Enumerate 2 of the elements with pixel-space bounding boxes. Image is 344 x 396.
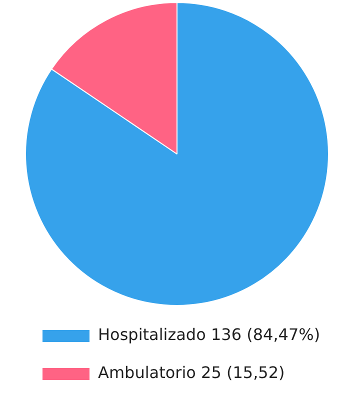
legend-label: Ambulatorio 25 (15,52) — [98, 363, 285, 382]
legend-label: Hospitalizado 136 (84,47%) — [98, 325, 320, 344]
